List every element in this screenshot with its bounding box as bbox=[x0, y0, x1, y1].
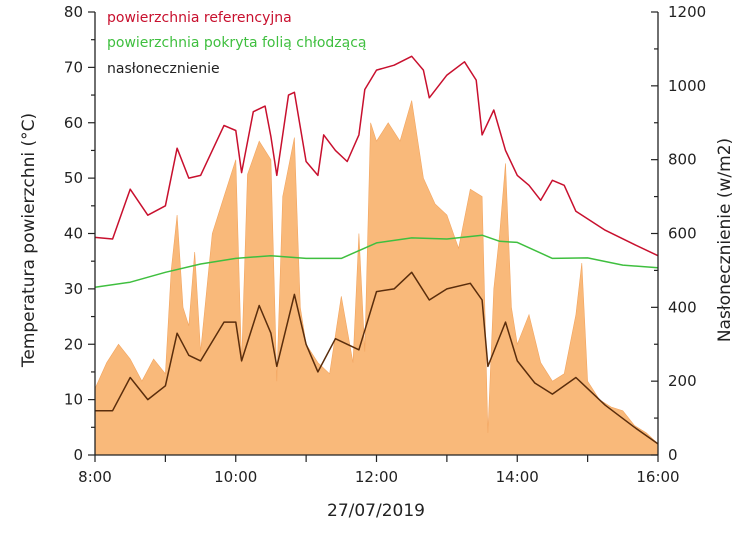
y2-tick-label: 0 bbox=[668, 446, 678, 464]
y2-tick-label: 600 bbox=[668, 225, 697, 243]
y-tick-label: 50 bbox=[64, 169, 83, 187]
y2-tick-label: 200 bbox=[668, 372, 697, 390]
y2-axis-label: Nasłonecznienie (w/m2) bbox=[715, 138, 735, 342]
legend-item-irradiance: nasłonecznienie bbox=[107, 61, 220, 77]
cooling-film-surface-line bbox=[94, 234, 659, 288]
y2-tick-label: 800 bbox=[668, 151, 697, 169]
x-axis-label: 27/07/2019 bbox=[327, 501, 425, 521]
y2-tick-label: 400 bbox=[668, 298, 697, 316]
y-tick-label: 30 bbox=[64, 280, 83, 298]
y2-tick-label: 1000 bbox=[668, 77, 706, 95]
ticks: 8:00 10:00 12:00 14:00 16:00 0 10 20 30 40 50 60 70 8… bbox=[64, 3, 706, 486]
legend-item-cooling-film: powierzchnia pokryta folią chłodzącą bbox=[107, 35, 367, 51]
x-tick-label: 16:00 bbox=[636, 468, 679, 486]
x-tick-label: 8:00 bbox=[78, 468, 112, 486]
y-tick-label: 10 bbox=[64, 391, 83, 409]
y-axis-label: Temperatura powierzchni (°C) bbox=[19, 113, 39, 368]
reference-surface-line bbox=[94, 55, 659, 257]
legend-item-reference: powierzchnia referencyjna bbox=[107, 10, 292, 26]
irradiance-area-layer bbox=[94, 100, 659, 456]
x-tick-label: 14:00 bbox=[496, 468, 539, 486]
y-tick-label: 80 bbox=[64, 3, 83, 21]
y-tick-label: 20 bbox=[64, 335, 83, 353]
x-tick-label: 12:00 bbox=[355, 468, 398, 486]
temperature-lines-layer bbox=[94, 55, 659, 445]
x-tick-label: 10:00 bbox=[214, 468, 257, 486]
y-tick-label: 60 bbox=[64, 114, 83, 132]
y-tick-label: 70 bbox=[64, 58, 83, 76]
y2-tick-label: 1200 bbox=[668, 3, 706, 21]
y-tick-label: 0 bbox=[73, 446, 83, 464]
unlabeled-temperature-line bbox=[95, 271, 659, 445]
legend: powierzchnia referencyjna powierzchnia p… bbox=[107, 10, 367, 77]
y-tick-label: 40 bbox=[64, 225, 83, 243]
irradiance-area bbox=[94, 100, 659, 456]
